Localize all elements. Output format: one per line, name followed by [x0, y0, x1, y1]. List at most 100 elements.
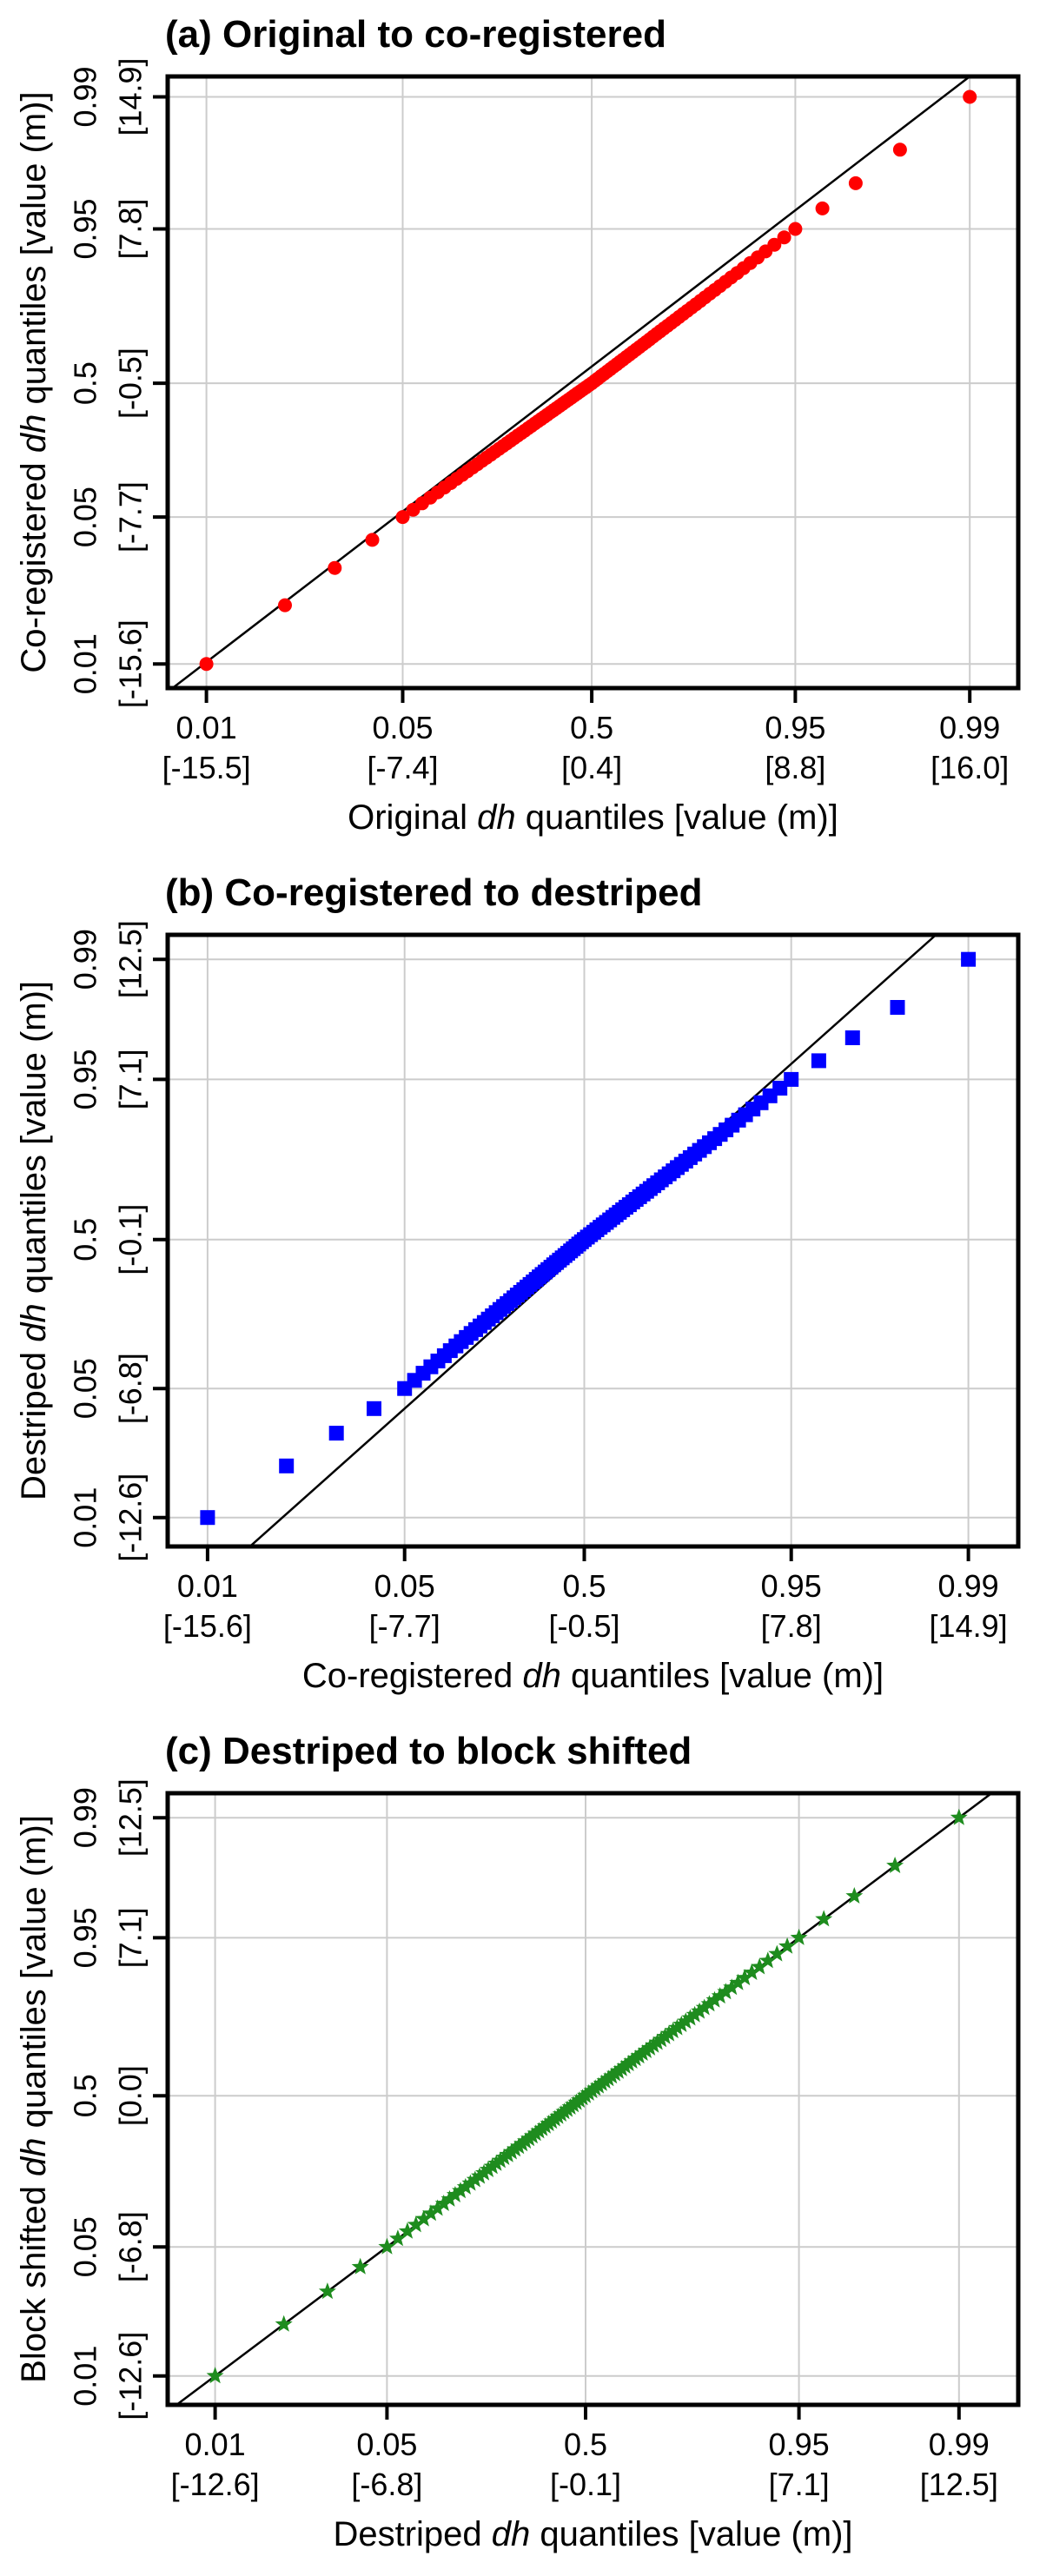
x-tick-quantile: 0.99 [929, 2427, 990, 2462]
one-to-one-line [171, 76, 970, 689]
data-point [691, 2002, 708, 2019]
x-tick-value: [-12.6] [171, 2467, 260, 2502]
data-point [328, 560, 342, 575]
data-point [705, 1990, 724, 2008]
data-point [491, 2151, 509, 2169]
x-axis-title: Destriped dh quantiles [value (m)] [333, 2515, 852, 2553]
data-point [815, 1910, 833, 1927]
x-tick-quantile: 0.05 [356, 2427, 417, 2462]
y-tick-quantile: 0.01 [68, 1487, 103, 1548]
data-point [751, 1957, 769, 1975]
y-axis-title: Block shifted dh quantiles [value (m)] [15, 1815, 53, 2383]
data-point [767, 237, 782, 252]
data-point [398, 2222, 416, 2239]
x-tick-value: [-6.8] [351, 2467, 422, 2502]
y-tick-quantile: 0.5 [68, 2074, 103, 2117]
data-point [845, 1887, 864, 1904]
data-point [772, 1081, 788, 1096]
tick-marks [153, 95, 972, 703]
x-tick-value: [-7.4] [367, 750, 438, 785]
data-point [446, 2186, 464, 2202]
data-point [815, 201, 830, 215]
data-point [318, 2282, 336, 2300]
x-tick-quantile: 0.05 [374, 1568, 435, 1604]
x-tick-quantile: 0.5 [562, 1568, 606, 1604]
data-point [428, 2199, 447, 2216]
data-point [487, 2154, 506, 2171]
data-point [892, 142, 907, 157]
x-tick-quantile: 0.01 [177, 1568, 238, 1604]
data-point [790, 1928, 808, 1945]
x-axis-title: Co-registered dh quantiles [value (m)] [302, 1657, 884, 1695]
tick-marks [153, 957, 970, 1561]
data-point [777, 230, 791, 245]
data-point [199, 657, 214, 672]
y-tick-labels: 0.01 [-12.6] 0.05 [-6.8] 0.5 [0.0] 0.95 [7.1] 0.… [68, 1778, 149, 2420]
x-tick-labels: 0.01 [-15.5] 0.05 [-7.4] 0.5 [0.4] 0.95 [8.8] 0.… [162, 710, 1010, 785]
data-point [434, 2195, 453, 2211]
y-tick-quantile: 0.05 [68, 487, 103, 547]
data-point [206, 2367, 224, 2384]
data-point [407, 2215, 425, 2233]
data-point [711, 1987, 729, 2004]
data-point [367, 1401, 381, 1416]
x-tick-value: [-0.1] [550, 2467, 621, 2502]
panel-background [0, 1717, 1053, 2576]
data-point [471, 2167, 488, 2184]
data-point [479, 2161, 497, 2177]
data-point [461, 2174, 480, 2191]
y-tick-quantile: 0.5 [68, 361, 103, 405]
y-tick-quantile: 0.99 [68, 1787, 103, 1848]
data-point [890, 1000, 905, 1015]
y-tick-labels: 0.01 [-12.6] 0.05 [-6.8] 0.5 [-0.1] 0.95 [7.1] 0… [68, 920, 149, 1562]
markers [206, 1808, 968, 2384]
y-tick-value: [12.5] [113, 920, 149, 998]
data-point [278, 598, 292, 613]
data-point [466, 2170, 484, 2188]
x-tick-value: [-15.6] [163, 1608, 252, 1644]
x-tick-quantile: 0.01 [185, 2427, 246, 2462]
tick-marks [153, 1816, 961, 2420]
panel-title: (c) Destriped to block shifted [165, 1730, 692, 1772]
x-tick-value: [14.9] [930, 1608, 1008, 1644]
x-tick-labels: 0.01 [-12.6] 0.05 [-6.8] 0.5 [-0.1] 0.95 [7.1] 0… [171, 2427, 998, 2502]
x-tick-quantile: 0.5 [564, 2427, 607, 2462]
panel-c-chart: (c) Destriped to block shifted 0.01 [-12.6… [0, 1717, 1053, 2576]
data-point [685, 2005, 704, 2023]
x-tick-value: [0.4] [561, 750, 622, 785]
x-tick-quantile: 0.5 [570, 710, 613, 745]
gridlines [168, 1793, 1018, 2405]
data-point [963, 89, 977, 104]
x-tick-value: [7.1] [769, 2467, 830, 2502]
y-tick-value: [7.1] [113, 1907, 149, 1968]
markers [200, 951, 977, 1526]
data-point [395, 510, 410, 525]
y-tick-labels: 0.01 [-15.6] 0.05 [-7.7] 0.5 [-0.5] 0.95 [7.8] 0… [68, 57, 149, 708]
data-point [695, 1998, 713, 2016]
data-point [743, 1963, 761, 1980]
data-point [729, 1973, 747, 1990]
data-point [483, 2157, 501, 2175]
markers [199, 89, 977, 672]
x-tick-value: [12.5] [920, 2467, 998, 2502]
data-point [848, 175, 863, 190]
data-point [656, 2027, 674, 2044]
data-point [784, 1071, 799, 1087]
y-tick-value: [7.8] [113, 198, 149, 259]
data-point [672, 2016, 691, 2032]
x-tick-quantile: 0.01 [176, 710, 237, 745]
data-point [200, 1510, 215, 1526]
data-point [365, 533, 380, 547]
x-tick-quantile: 0.95 [761, 1568, 822, 1604]
x-tick-value: [16.0] [930, 750, 1009, 785]
data-point [652, 2030, 670, 2048]
data-point [456, 2177, 474, 2195]
data-point [961, 951, 977, 967]
panel-a-chart: (a) Original to co-registered 0.01 [-15.5]… [0, 0, 1053, 858]
y-axis-title: Destriped dh quantiles [value (m)] [15, 981, 53, 1500]
y-tick-quantile: 0.05 [68, 2216, 103, 2277]
y-tick-quantile: 0.95 [68, 1049, 103, 1109]
y-tick-value: [7.1] [113, 1049, 149, 1109]
data-point [660, 2024, 678, 2042]
y-tick-value: [-6.8] [113, 1353, 149, 1424]
